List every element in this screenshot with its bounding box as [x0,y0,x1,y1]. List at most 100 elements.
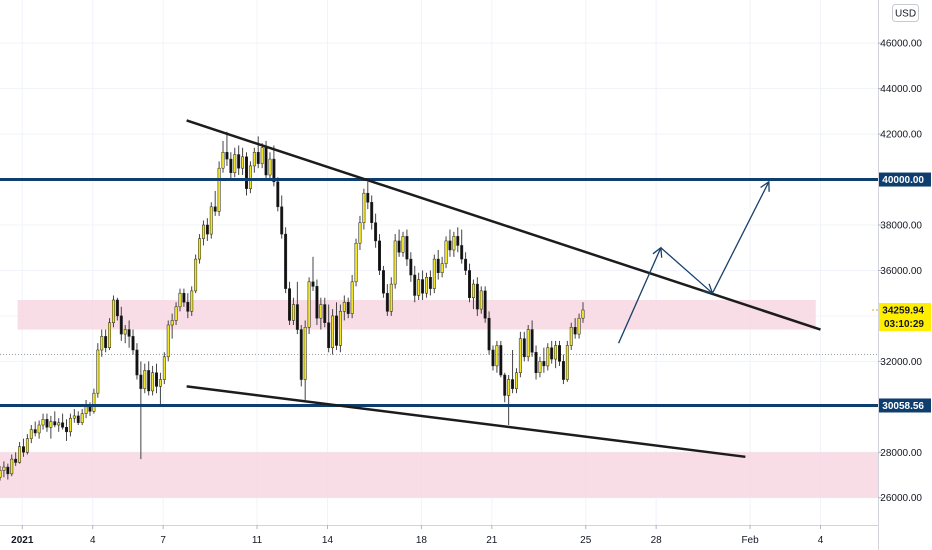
candle-body-bearish [491,349,495,367]
candle [291,297,295,325]
candle [229,152,233,180]
candle-body-bearish [335,315,338,346]
candle [338,304,342,353]
candle [131,329,135,355]
candle-body-bearish [542,361,546,367]
trendline-lower[interactable] [186,385,746,459]
candle-body-bearish [45,419,49,428]
candle-body-bearish [323,304,327,323]
candle [561,354,565,385]
candle-body-bearish [436,258,440,273]
candle [143,363,147,394]
candle [194,254,198,294]
candle-body-bearish [311,281,315,287]
candle-body-bearish [346,302,350,314]
candle [362,188,366,230]
candle-body-bearish [53,421,57,426]
candle [346,297,350,319]
candle-body-bullish [252,152,256,167]
candle-body-bullish [515,372,518,389]
candle [2,461,6,478]
candle [10,454,14,477]
trendline-upper[interactable] [186,119,821,331]
candle-body-bearish [409,258,413,276]
candle [546,343,550,371]
projection-segment [617,247,662,344]
projection-segment [711,181,770,294]
candle-body-bullish [362,192,366,223]
candle-body-bearish [483,290,487,319]
candle-body-bullish [166,324,170,358]
candle [518,331,522,378]
candle [464,252,468,275]
candle [381,265,385,298]
candle-body-bearish [14,458,18,463]
candle [417,272,421,300]
candle [468,263,471,303]
projection-arrows[interactable] [617,180,770,344]
price-axis[interactable]: 26000.00 28000.00 32000.00 36000.00 38000.00… [872,39,931,505]
candle-body-bullish [507,379,511,396]
candle-body-bullish [209,206,213,235]
candle-body-bullish [174,306,178,321]
candle [499,340,503,378]
candle-body-bullish [80,413,84,423]
candle-body-bearish [315,286,319,319]
candle [14,452,18,466]
candle [522,331,526,362]
candle-body-bearish [487,317,491,351]
candle-body-bullish [268,158,272,176]
date-tick-label: 18 [416,535,428,546]
time-axis[interactable]: 2021 4 7 11 14 18 21 25 28 Feb 4 [11,525,824,546]
candle-body-bearish [413,274,417,296]
candle [127,320,131,348]
candle-body-bullish [25,438,29,453]
candle-body-bearish [405,236,409,260]
price-zone-1 [17,300,816,330]
candle-body-bearish [276,181,280,208]
candle [190,286,194,316]
date-tick-label: 28 [651,535,663,546]
candle [554,340,558,369]
candle-body-bullish [248,165,252,189]
candle [135,343,139,380]
candle [299,325,303,387]
candle-body-bearish [65,427,68,433]
candle-body-bullish [393,240,397,285]
candle-body-bearish [264,147,268,176]
candle-body-bullish [518,338,522,373]
candle-body-bullish [68,417,72,433]
candle-body-bearish [428,277,432,289]
price-tick-label: 28000.00 [880,448,922,459]
candle-body-bullish [201,224,205,239]
candle-body-bullish [57,422,61,426]
currency-button[interactable]: USD [892,4,919,22]
candle [542,347,546,373]
candle-body-bearish [245,156,248,189]
candle-body-bearish [186,302,190,312]
candle-body-bullish [354,242,358,283]
candle [205,218,209,241]
candle [511,350,515,394]
candle-body-bullish [350,281,354,314]
candle-body-bearish [280,206,284,235]
date-tick-label: Feb [741,535,759,546]
price-tick-label: 32000.00 [880,357,922,368]
candle [256,136,260,169]
candle [428,270,432,296]
candle [385,284,389,316]
candle [209,202,213,239]
candle [37,420,41,439]
candle-body-bearish [381,270,385,294]
candle-body-bullish [342,302,346,312]
candle [483,286,487,323]
candle [288,281,291,325]
candle [573,318,577,339]
candle [319,297,323,330]
candle [178,288,182,312]
date-tick-label: 14 [322,535,334,546]
candle-body-bullish [123,329,127,335]
candle [68,413,72,437]
